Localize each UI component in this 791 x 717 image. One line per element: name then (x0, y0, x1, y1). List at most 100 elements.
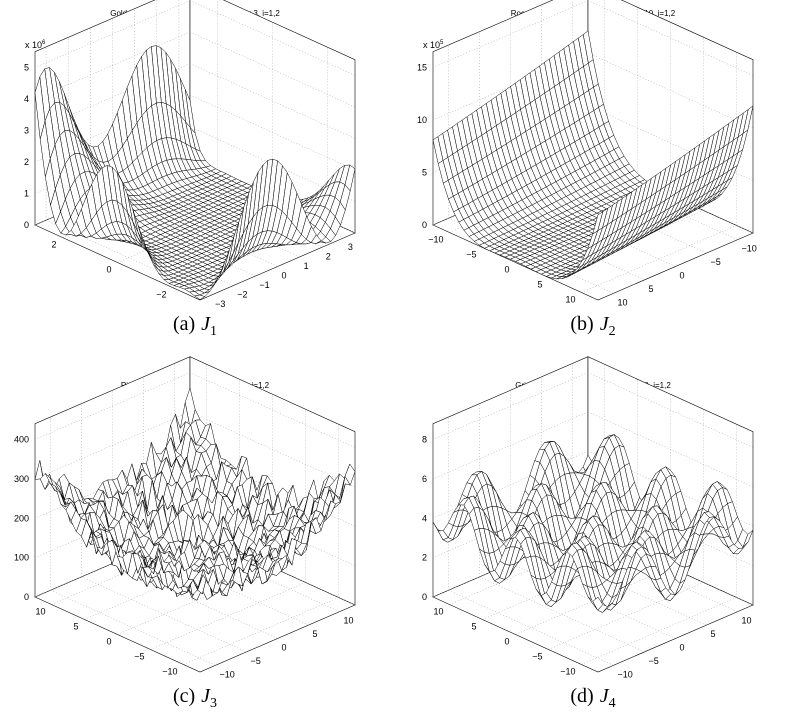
z-tick-label: 5 (422, 168, 427, 178)
panel: Rosenbrock function, where −10≤ xi≤ 10, … (417, 0, 757, 339)
x-tick-label: 5 (313, 629, 318, 639)
title-text: ≤ 3, i=1,2 (247, 9, 281, 18)
grid-line (34, 372, 191, 440)
panel: Griewank function, where −10≤ xi≤ 10, i=… (422, 356, 754, 711)
grid-line (189, 411, 356, 488)
grid-line (432, 0, 589, 68)
x-tick-label: −10 (618, 669, 633, 679)
x-tick-label: 0 (282, 643, 287, 653)
grid-line (172, 220, 328, 288)
y-tick-label: 10 (565, 295, 575, 305)
y-tick-label: 0 (106, 265, 111, 275)
y-tick-label: 2 (51, 240, 56, 250)
grid-line (189, 372, 356, 448)
surface (34, 387, 356, 601)
x-tick-label: 1 (304, 261, 309, 271)
grid-line (81, 576, 247, 653)
y-tick-label: 5 (471, 622, 476, 632)
y-tick-label: 0 (504, 637, 509, 647)
y-tick-label: 0 (106, 637, 111, 647)
caption-subscript: 4 (609, 696, 616, 711)
surface-cell (194, 544, 206, 558)
z-tick-label: 10 (417, 115, 427, 125)
x-tick-label: 0 (282, 271, 287, 281)
x-tick-label: 10 (742, 616, 752, 626)
x-tick-label: 0 (680, 643, 685, 653)
caption-label: (c) (173, 685, 195, 707)
caption: (b) J2 (570, 313, 615, 339)
title-text: ≤ 10, i=1,2 (633, 381, 671, 390)
grid-line (183, 597, 339, 665)
y-tick-label: 10 (35, 607, 45, 617)
y-tick-label: −10 (560, 667, 575, 677)
x-tick-label: 2 (326, 251, 331, 261)
z-scale: x 105 (423, 40, 444, 50)
z-tick-label: 0 (422, 592, 427, 602)
x-tick-label: 5 (711, 629, 716, 639)
grid-line (34, 0, 191, 68)
caption-variable: J (600, 685, 610, 707)
z-tick-label: 3 (24, 126, 29, 136)
caption-variable: J (201, 313, 211, 335)
surface (432, 433, 754, 614)
x-tick-label: 10 (344, 616, 354, 626)
caption-label: (a) (173, 313, 195, 335)
surface-cell (194, 294, 206, 300)
panel: Goldstein−Price function, where −3≤ xi≤ … (24, 0, 356, 339)
y-tick-label: −10 (162, 667, 177, 677)
title-text: ≤ 10, i=1,2 (638, 9, 676, 18)
y-tick-label: 10 (433, 607, 443, 617)
z-tick-label: 5 (24, 63, 29, 73)
z-scale-exponent: 6 (42, 40, 46, 46)
x-tick-label: 0 (680, 271, 685, 281)
caption-variable: J (201, 685, 211, 707)
caption: (a) J1 (173, 313, 217, 339)
x-tick-label: −3 (215, 299, 225, 309)
surface-cell (592, 211, 604, 235)
x-tick-label: −1 (259, 280, 269, 290)
z-tick-label: 4 (422, 513, 427, 523)
grid-line (581, 597, 737, 665)
z-tick-label: 0 (24, 592, 29, 602)
z-tick-label: 400 (14, 435, 29, 445)
x-tick-label: −2 (237, 290, 247, 300)
caption-subscript: 1 (210, 324, 217, 339)
z-tick-label: 100 (14, 553, 29, 563)
z-scale-base: x 10 (423, 40, 440, 50)
grid-line (432, 372, 589, 440)
y-tick-label: −5 (466, 250, 476, 260)
z-tick-label: 15 (417, 63, 427, 73)
x-tick-label: −10 (220, 669, 235, 679)
z-tick-label: 200 (14, 513, 29, 523)
x-tick-label: −5 (711, 257, 721, 267)
grid-line (587, 411, 754, 488)
z-tick-label: 6 (422, 474, 427, 484)
caption-variable: J (600, 313, 610, 335)
x-tick-label: 5 (649, 284, 654, 294)
y-tick-label: −5 (532, 652, 542, 662)
grid-line (587, 0, 754, 76)
z-tick-label: 8 (422, 435, 427, 445)
x-tick-label: −5 (251, 656, 261, 666)
grid-line (189, 63, 356, 139)
z-scale-base: x 10 (25, 40, 42, 50)
surface (432, 30, 754, 280)
grid-line (587, 372, 754, 448)
grid-line (587, 105, 754, 181)
y-tick-label: −10 (428, 235, 443, 245)
y-tick-label: −5 (134, 652, 144, 662)
z-tick-label: 2 (422, 553, 427, 563)
caption-label: (d) (570, 685, 593, 707)
panel: Pinter's function, where −10≤ xi≤ 10, i=… (14, 356, 356, 711)
grid-line (581, 225, 737, 293)
grid-line (432, 411, 589, 480)
surface-cell (592, 596, 604, 611)
x-tick-label: −10 (742, 244, 757, 254)
y-tick-label: 0 (504, 265, 509, 275)
z-tick-label: 0 (422, 220, 427, 230)
grid-line (34, 411, 191, 480)
caption-subscript: 3 (210, 696, 217, 711)
z-scale: x 106 (25, 40, 46, 50)
grid-line (34, 63, 191, 131)
caption: (c) J3 (173, 685, 217, 711)
